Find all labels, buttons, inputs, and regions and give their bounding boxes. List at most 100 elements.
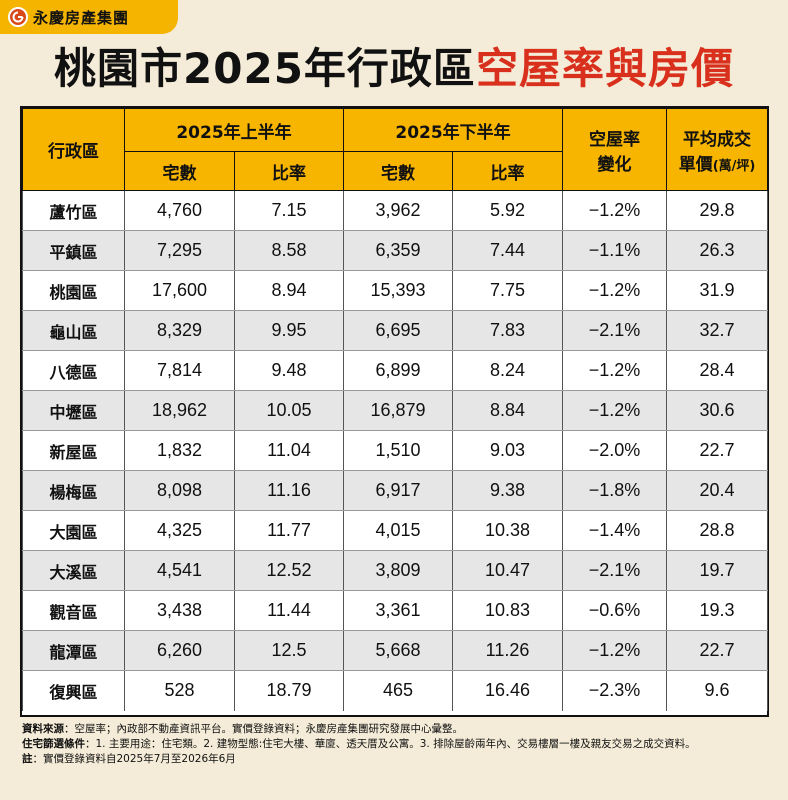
header-price-unit: (萬/坪) [712,158,756,174]
table-row: 八德區 7,814 9.48 6,899 8.24 −1.2% 28.4 [22,350,769,391]
cell-change: −1.2% [562,390,668,431]
header-district: 行政區 [22,108,125,191]
table-row: 大溪區 4,541 12.52 3,809 10.47 −2.1% 19.7 [22,550,769,591]
table-row: 龜山區 8,329 9.95 6,695 7.83 −2.1% 32.7 [22,310,769,351]
cell-price: 22.7 [666,430,769,471]
cell-price: 32.7 [666,310,769,351]
header-h1-count: 宅數 [124,151,235,191]
note-source: 資料來源：空屋率；內政部不動產資訊平台。實價登錄資料；永慶房產集團研究發展中心彙… [22,722,752,737]
cell-h1-count: 7,814 [124,350,235,391]
cell-district: 楊梅區 [22,470,125,511]
cell-h1-count: 4,760 [124,190,235,231]
header-h2-count: 宅數 [343,151,454,191]
cell-district: 大園區 [22,510,125,551]
brand-mark-icon [8,7,28,27]
cell-h2-count: 6,899 [343,350,454,391]
cell-h1-rate: 8.58 [233,230,345,271]
cell-h2-count: 15,393 [343,270,454,311]
cell-change: −1.2% [562,350,668,391]
cell-district: 新屋區 [22,430,125,471]
table-row: 楊梅區 8,098 11.16 6,917 9.38 −1.8% 20.4 [22,470,769,511]
table-row: 蘆竹區 4,760 7.15 3,962 5.92 −1.2% 29.8 [22,190,769,231]
cell-h2-rate: 8.84 [452,390,564,431]
cell-h1-count: 7,295 [124,230,235,271]
note-source-text: ：空屋率；內政部不動產資訊平台。實價登錄資料；永慶房產集團研究發展中心彙整。 [64,723,463,735]
header-h1: 2025年上半年 [123,108,345,152]
note-period-text: ：實價登錄資料自2025年7月至2026年6月 [32,753,236,765]
cell-h1-rate: 10.05 [233,390,345,431]
page-title: 桃園市2025年行政區空屋率與房價 [0,40,788,98]
cell-district: 八德區 [22,350,125,391]
cell-h2-count: 6,695 [343,310,454,351]
cell-h2-rate: 10.83 [452,590,564,631]
cell-district: 中壢區 [22,390,125,431]
cell-h1-rate: 12.5 [233,630,345,671]
table-row: 大園區 4,325 11.77 4,015 10.38 −1.4% 28.8 [22,510,769,551]
table-row: 新屋區 1,832 11.04 1,510 9.03 −2.0% 22.7 [22,430,769,471]
cell-h2-count: 3,962 [343,190,454,231]
cell-price: 29.8 [666,190,769,231]
header-price-line2: 單價 [678,154,713,175]
cell-price: 9.6 [666,670,769,711]
cell-h2-rate: 5.92 [452,190,564,231]
note-period: 註：實價登錄資料自2025年7月至2026年6月 [22,752,752,767]
cell-change: −1.1% [562,230,668,271]
cell-h2-rate: 10.38 [452,510,564,551]
cell-h1-count: 4,325 [124,510,235,551]
cell-price: 19.3 [666,590,769,631]
table-row: 龍潭區 6,260 12.5 5,668 11.26 −1.2% 22.7 [22,630,769,671]
cell-h1-count: 528 [124,670,235,711]
cell-h1-count: 8,098 [124,470,235,511]
header-change-line2: 變化 [597,154,632,175]
header-h1-rate: 比率 [233,151,345,191]
cell-h1-count: 17,600 [124,270,235,311]
cell-h2-count: 3,809 [343,550,454,591]
cell-h2-rate: 9.03 [452,430,564,471]
cell-district: 復興區 [22,670,125,711]
footnotes: 資料來源：空屋率；內政部不動產資訊平台。實價登錄資料；永慶房產集團研究發展中心彙… [22,722,752,767]
header-change: 空屋率 變化 [562,108,668,191]
cell-h1-rate: 11.04 [233,430,345,471]
header-h2: 2025年下半年 [343,108,564,152]
cell-h2-count: 16,879 [343,390,454,431]
cell-change: −2.1% [562,310,668,351]
cell-h2-count: 5,668 [343,630,454,671]
table-row: 復興區 528 18.79 465 16.46 −2.3% 9.6 [22,670,769,711]
cell-change: −1.2% [562,270,668,311]
note-filter: 住宅篩選條件：1. 主要用途：住宅類。2. 建物型態:住宅大樓、華廈、透天厝及公… [22,737,752,752]
cell-district: 平鎮區 [22,230,125,271]
vacancy-price-table: 行政區 2025年上半年 2025年下半年 空屋率 變化 平均成交 單價(萬/坪… [22,108,769,711]
header-price-line1: 平均成交 [683,129,752,150]
cell-change: −2.1% [562,550,668,591]
header-h2-rate: 比率 [452,151,564,191]
cell-h1-count: 6,260 [124,630,235,671]
table-row: 中壢區 18,962 10.05 16,879 8.84 −1.2% 30.6 [22,390,769,431]
cell-h2-rate: 10.47 [452,550,564,591]
cell-change: −1.2% [562,190,668,231]
cell-h1-count: 18,962 [124,390,235,431]
cell-price: 20.4 [666,470,769,511]
cell-h2-rate: 9.38 [452,470,564,511]
cell-price: 28.4 [666,350,769,391]
note-source-label: 資料來源 [22,723,64,735]
brand-name: 永慶房產集團 [33,8,130,27]
cell-change: −1.8% [562,470,668,511]
note-filter-text: ：1. 主要用途：住宅類。2. 建物型態:住宅大樓、華廈、透天厝及公寓。3. 排… [85,738,696,750]
cell-h1-rate: 11.77 [233,510,345,551]
cell-h2-count: 6,917 [343,470,454,511]
cell-price: 30.6 [666,390,769,431]
cell-change: −2.3% [562,670,668,711]
cell-change: −0.6% [562,590,668,631]
cell-change: −1.2% [562,630,668,671]
cell-h2-count: 3,361 [343,590,454,631]
cell-h1-rate: 9.48 [233,350,345,391]
cell-change: −1.4% [562,510,668,551]
cell-h1-rate: 18.79 [233,670,345,711]
cell-district: 觀音區 [22,590,125,631]
cell-district: 桃園區 [22,270,125,311]
cell-h2-count: 4,015 [343,510,454,551]
cell-district: 龜山區 [22,310,125,351]
cell-h1-rate: 8.94 [233,270,345,311]
cell-h1-rate: 11.16 [233,470,345,511]
cell-h1-count: 1,832 [124,430,235,471]
